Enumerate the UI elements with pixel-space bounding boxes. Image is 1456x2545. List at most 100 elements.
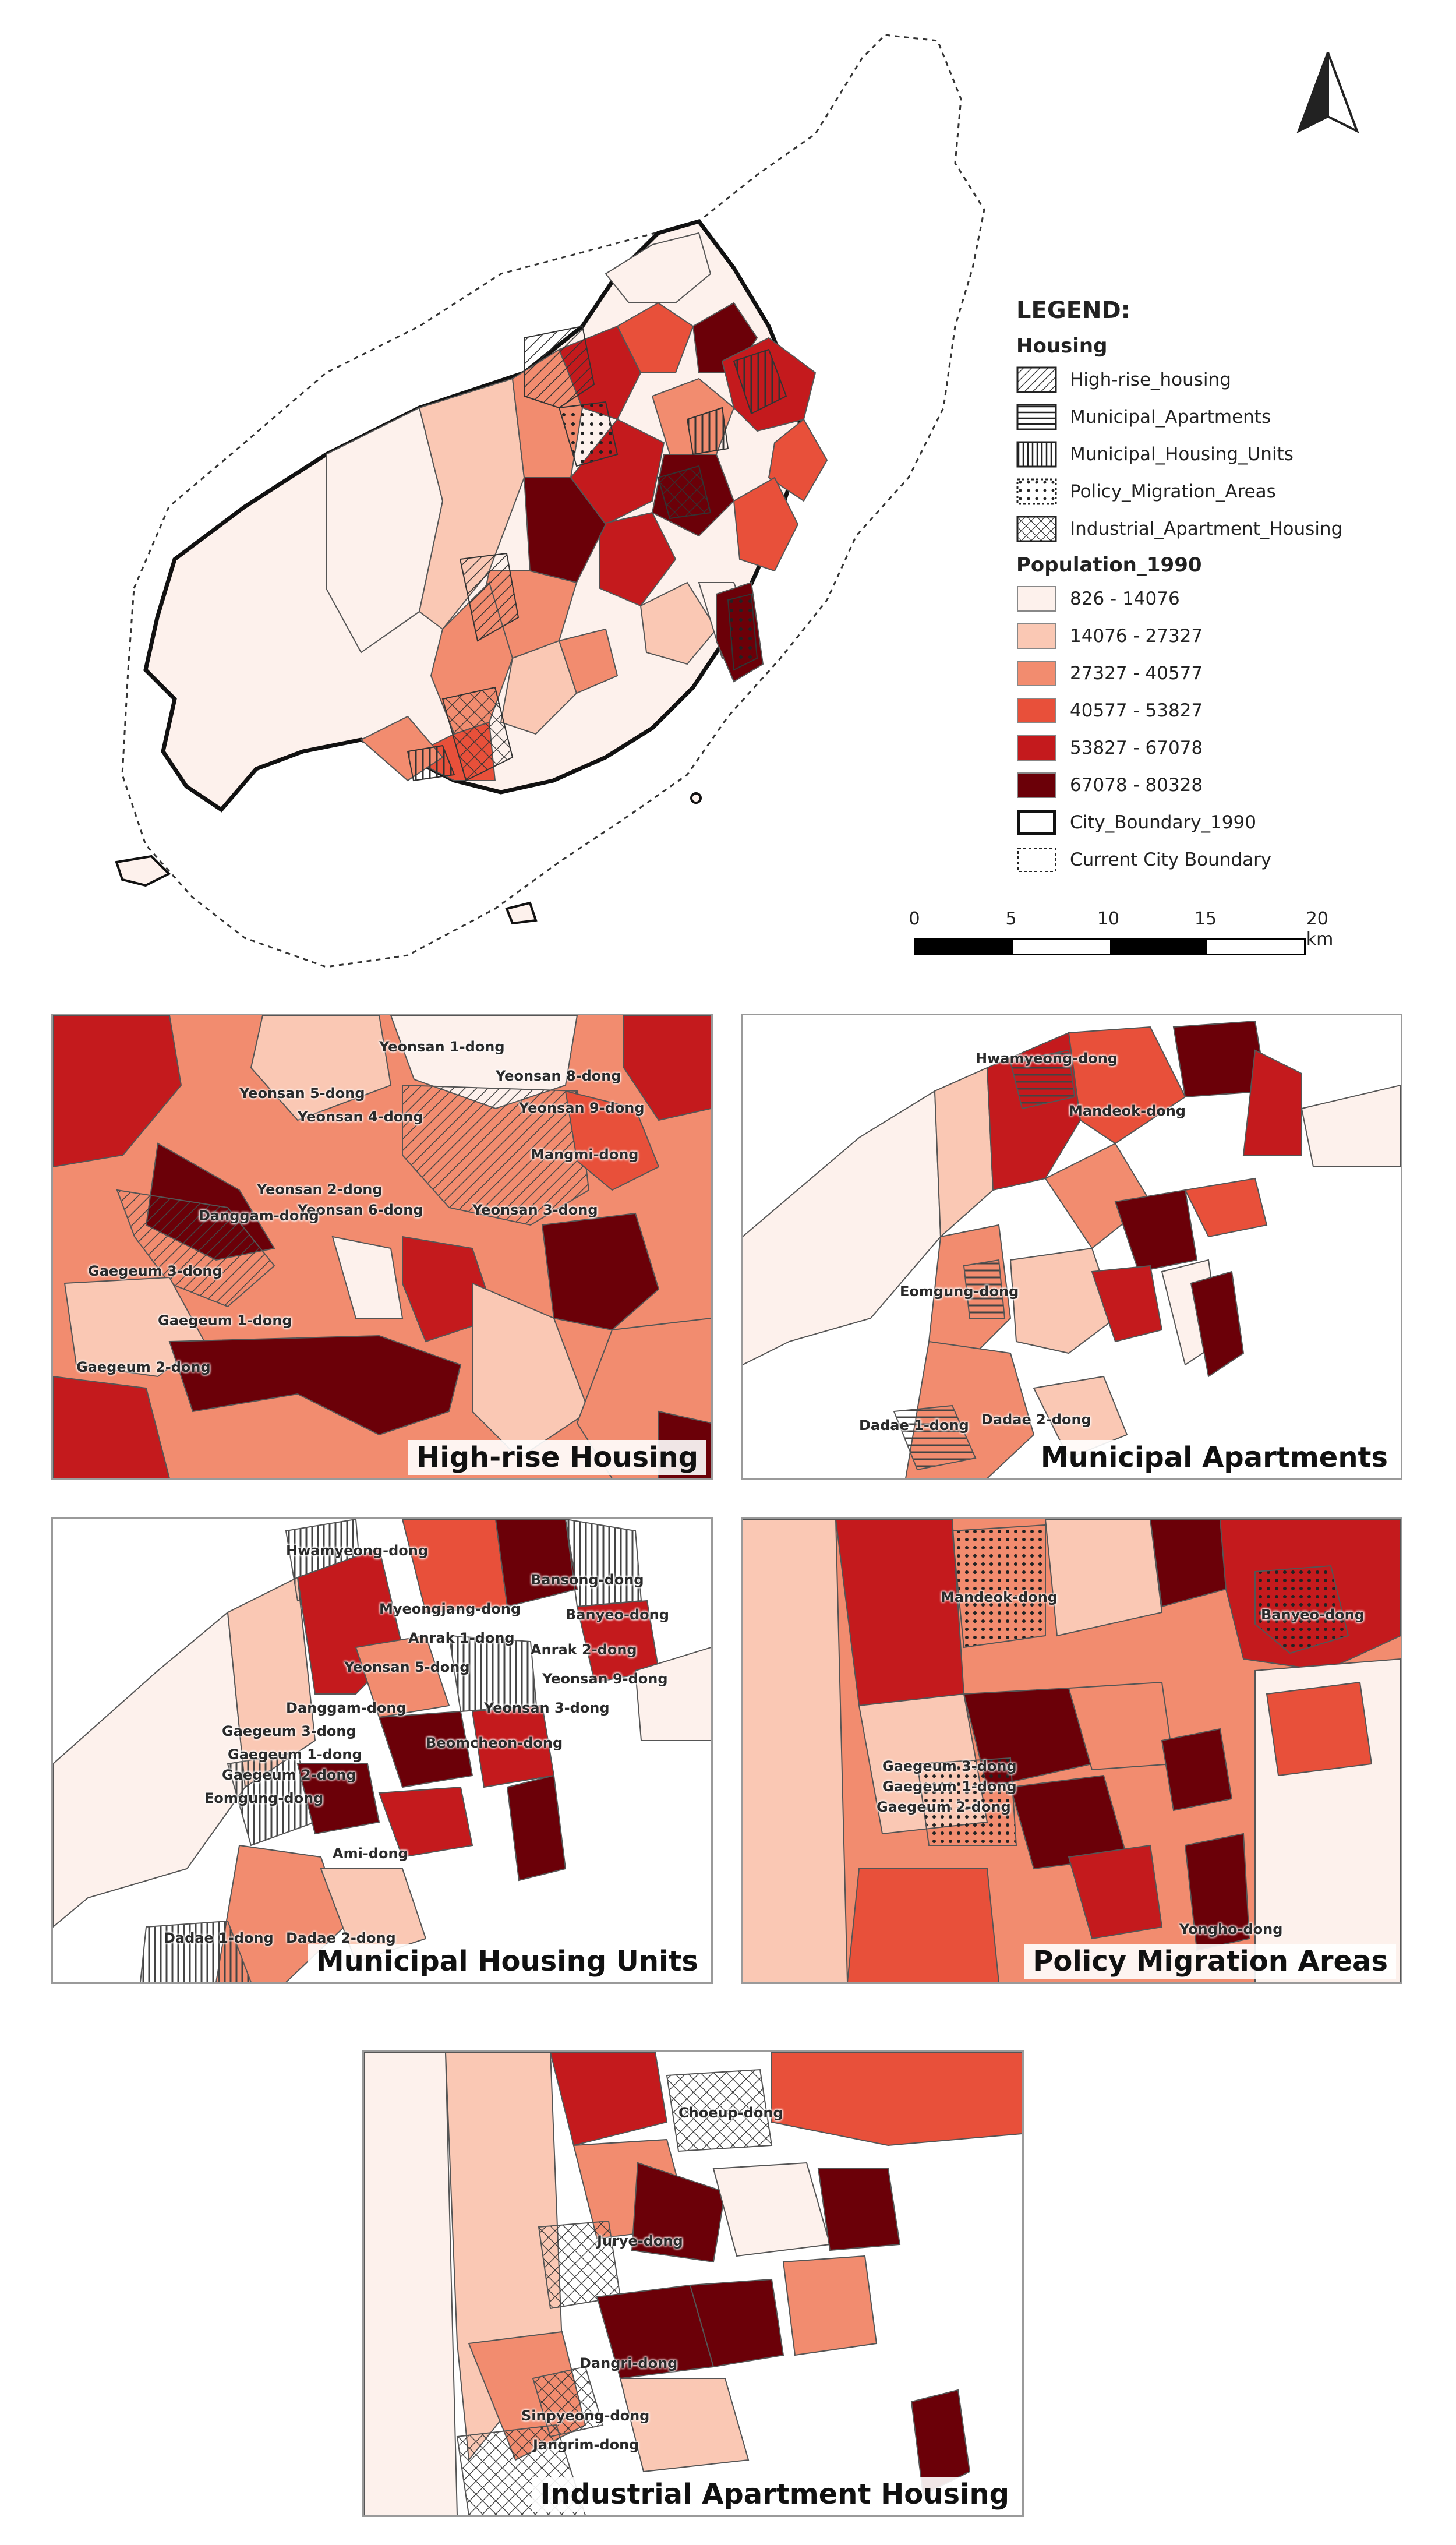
place-label: Yeonsan 9-dong [519, 1100, 645, 1116]
legend-housing-item: Industrial_Apartment_Housing [1016, 510, 1412, 548]
place-label: Gaegeum 1-dong [882, 1778, 1017, 1795]
place-label: Anrak 2-dong [531, 1642, 637, 1658]
place-label: Anrak 1-dong [408, 1630, 515, 1646]
legend-housing-item-swatch [1016, 366, 1057, 393]
inset-title: Industrial Apartment Housing [532, 2477, 1017, 2512]
place-label: Ami-dong [333, 1845, 408, 1862]
inset-title: Policy Migration Areas [1024, 1944, 1396, 1979]
legend-population-title: Population_1990 [1016, 553, 1202, 577]
legend-housing-item-swatch [1016, 404, 1057, 430]
place-label: Gaegeum 2-dong [877, 1799, 1011, 1815]
legend-population-item-label: 53827 - 67078 [1070, 737, 1203, 758]
legend-housing-item-label: Municipal_Apartments [1070, 407, 1271, 428]
place-label: Yeonsan 3-dong [484, 1700, 610, 1716]
scale-tick-label: 20 km [1306, 909, 1334, 949]
legend-population-item: 27327 - 40577 [1016, 655, 1412, 692]
scale-tick-label: 15 [1194, 909, 1217, 929]
legend-boundary-item: Current City Boundary [1016, 841, 1412, 878]
scale-tick-label: 10 [1097, 909, 1120, 929]
place-label: Hwamyeong-dong [286, 1542, 429, 1559]
legend-population-item-label: 40577 - 53827 [1070, 700, 1203, 721]
legend-housing-item-label: Policy_Migration_Areas [1070, 481, 1276, 502]
place-label: Jurye-dong [597, 2233, 683, 2249]
inset-municipal-housing-units: Municipal Housing Units Hwamyeong-dong Ba… [51, 1517, 713, 1984]
place-label: Gaegeum 3-dong [88, 1263, 222, 1279]
legend-housing-item-label: Municipal_Housing_Units [1070, 444, 1294, 465]
place-label: Yeonsan 1-dong [379, 1039, 505, 1055]
legend-housing-item-swatch [1016, 516, 1057, 542]
inset-map [53, 1015, 711, 1478]
place-label: Eomgung-dong [900, 1283, 1019, 1300]
legend-population-item-label: 826 - 14076 [1070, 588, 1180, 609]
place-label: Yongho-dong [1179, 1921, 1283, 1937]
place-label: Myeongjang-dong [379, 1601, 521, 1617]
scale-tick-label: 5 [1005, 909, 1017, 929]
inset-title: Municipal Apartments [1032, 1440, 1396, 1475]
legend-housing-title: Housing [1016, 334, 1108, 358]
legend-population-item: 67078 - 80328 [1016, 767, 1412, 804]
place-label: Yeonsan 6-dong [298, 1202, 423, 1218]
legend-population-item-swatch [1016, 772, 1057, 799]
place-label: Choeup-dong [678, 2105, 783, 2121]
place-label: Mangmi-dong [531, 1146, 639, 1163]
islands [115, 792, 702, 925]
inset-map [743, 1015, 1401, 1478]
place-label: Yeonsan 5-dong [239, 1085, 365, 1102]
scale-bar-segments [914, 938, 1306, 955]
legend-population-item-swatch [1016, 623, 1057, 650]
place-label: Mandeok-dong [941, 1589, 1058, 1605]
legend-housing-item-label: High-rise_housing [1070, 369, 1231, 390]
place-label: Gaegeum 1-dong [228, 1746, 362, 1763]
legend-population-item: 14076 - 27327 [1016, 617, 1412, 655]
main-map: LEGEND: Housing High-rise_housing Municip… [0, 0, 1456, 1002]
legend-housing-item: Municipal_Apartments [1016, 398, 1412, 436]
place-label: Jangrim-dong [533, 2437, 639, 2453]
inset-municipal-apartments: Municipal Apartments Hwamyeong-dong Mande… [741, 1014, 1402, 1480]
main-housing-overlays [407, 325, 787, 782]
legend-population-item-label: 27327 - 40577 [1070, 663, 1203, 684]
legend-population-item-swatch [1016, 660, 1057, 687]
place-label: Beomcheon-dong [426, 1735, 563, 1751]
legend-housing-item-swatch [1016, 441, 1057, 468]
place-label: Gaegeum 1-dong [158, 1312, 292, 1329]
legend-housing-item-label: Industrial_Apartment_Housing [1070, 518, 1343, 539]
place-label: Yeonsan 4-dong [298, 1109, 423, 1125]
place-label: Gaegeum 3-dong [882, 1758, 1017, 1774]
inset-policy-migration-areas: Policy Migration Areas Mandeok-dong Banye… [741, 1517, 1402, 1984]
legend-housing-item: High-rise_housing [1016, 361, 1412, 398]
scale-bar: 0 5 10 15 20 km [909, 909, 1334, 973]
place-label: Banyeo-dong [1261, 1607, 1365, 1623]
legend-housing-item: Policy_Migration_Areas [1016, 473, 1412, 510]
place-label: Gaegeum 2-dong [76, 1359, 211, 1375]
place-label: Hwamyeong-dong [976, 1050, 1118, 1067]
place-label: Yeonsan 2-dong [257, 1181, 383, 1198]
scale-tick-label: 0 [909, 909, 920, 929]
legend-title: LEGEND: [1016, 297, 1130, 324]
legend-housing-item: Municipal_Housing_Units [1016, 436, 1412, 473]
main-map-canvas [115, 34, 985, 968]
legend-boundary-item-label: City_Boundary_1990 [1070, 812, 1256, 833]
legend-housing-item-swatch [1016, 478, 1057, 505]
legend: LEGEND: Housing High-rise_housing Municip… [1016, 297, 1412, 878]
place-label: Yeonsan 8-dong [496, 1068, 621, 1084]
legend-boundary-item-swatch [1016, 809, 1057, 836]
current-city-boundary [121, 34, 985, 968]
legend-population-item: 40577 - 53827 [1016, 692, 1412, 729]
place-label: Dadae 2-dong [286, 1930, 396, 1946]
place-label: Yeonsan 5-dong [344, 1659, 470, 1675]
place-label: Gaegeum 3-dong [222, 1723, 356, 1739]
place-label: Dadae 1-dong [859, 1417, 969, 1434]
place-label: Bansong-dong [531, 1572, 644, 1588]
place-label: Dangri-dong [579, 2355, 678, 2371]
place-label: Dadae 1-dong [164, 1930, 274, 1946]
legend-population-item: 826 - 14076 [1016, 580, 1412, 617]
place-label: Danggam-dong [199, 1208, 319, 1224]
inset-title: High-rise Housing [408, 1440, 706, 1475]
legend-population-item-swatch [1016, 735, 1057, 761]
legend-boundary-item-swatch [1016, 846, 1057, 873]
legend-population-item: 53827 - 67078 [1016, 729, 1412, 767]
inset-industrial-apartment-housing: Industrial Apartment Housing Choeup-dong… [362, 2050, 1024, 2517]
inset-map [743, 1519, 1401, 1982]
inset-high-rise-housing: High-rise Housing Yeonsan 1-dong Yeonsan … [51, 1014, 713, 1480]
north-arrow-icon [1293, 50, 1363, 137]
